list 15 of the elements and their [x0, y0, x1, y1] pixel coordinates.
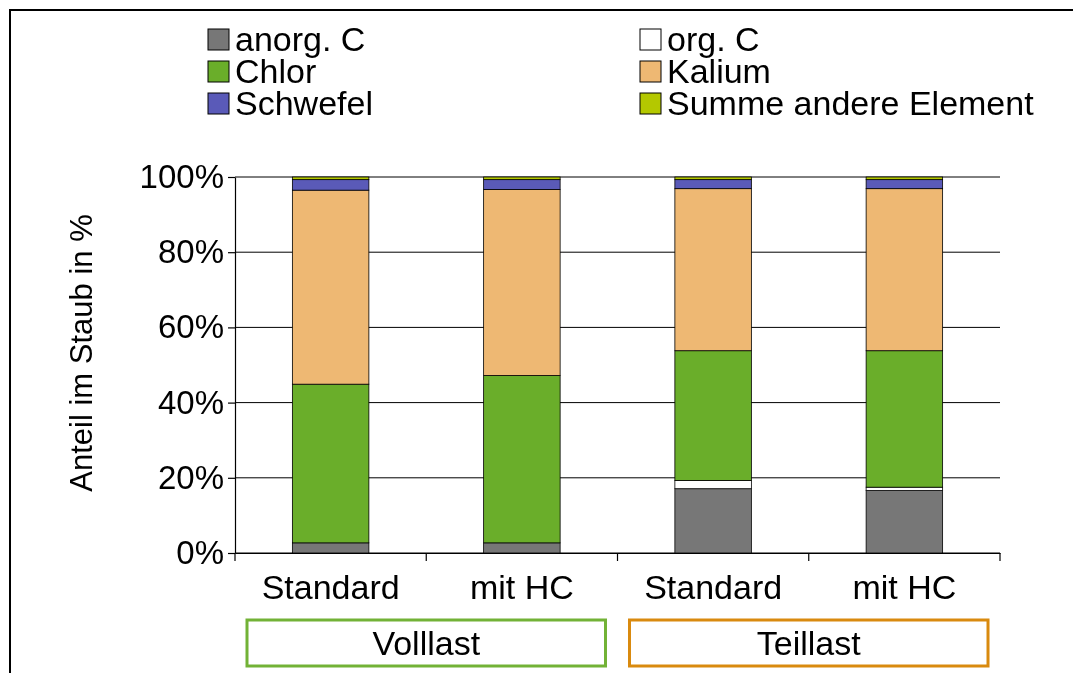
text: Volllast — [372, 624, 481, 662]
x-tick-label: Standard — [261, 568, 400, 607]
legend-label: Summe andere Element — [667, 84, 1035, 122]
y-tick-label: 20% — [157, 458, 224, 496]
legend-label: Schwefel — [235, 84, 373, 122]
y-tick-label: 0% — [176, 534, 224, 572]
x-tick-label: mit HC — [852, 568, 957, 607]
y-tick-label: 40% — [157, 383, 224, 421]
x-tick-label: mit HC — [469, 568, 574, 607]
text: Teillast — [756, 624, 862, 662]
x-tick-label: Standard — [644, 568, 783, 607]
y-axis-title: Anteil im Staub in % — [64, 214, 100, 492]
y-tick-label: 100% — [139, 158, 224, 196]
y-tick-label: 60% — [157, 308, 224, 346]
y-tick-label: 80% — [157, 233, 224, 271]
